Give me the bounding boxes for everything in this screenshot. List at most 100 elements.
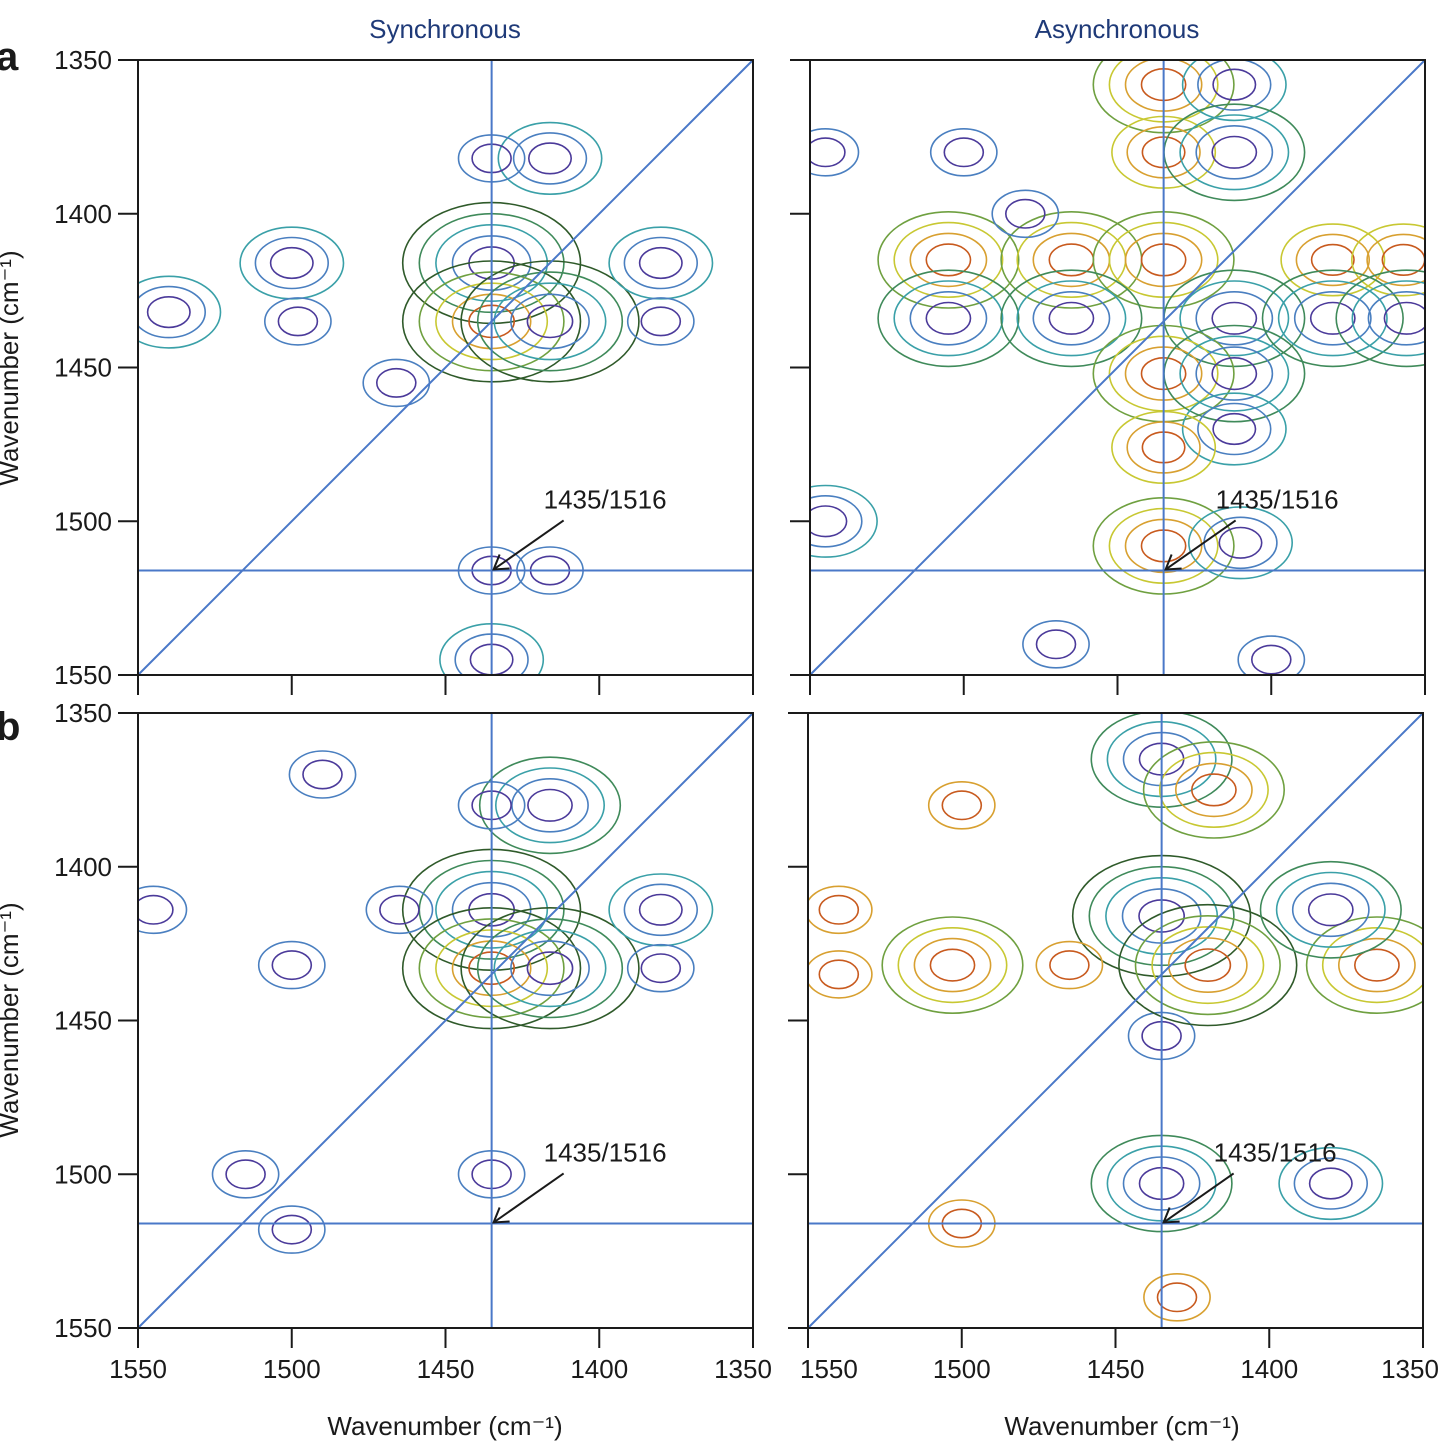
- contour-ring-negative: [1181, 392, 1287, 466]
- annotation-label: 1435/1516: [1214, 1137, 1337, 1167]
- contour-ring-negative: [1197, 402, 1272, 456]
- contour-ring-negative: [302, 759, 343, 790]
- ticks-a-async: [790, 59, 1426, 695]
- diagonal-line: [807, 712, 1424, 1329]
- x-tick-label: 1500: [933, 1354, 991, 1384]
- contour-ring-positive: [1167, 937, 1248, 994]
- contour-ring-negative: [810, 137, 846, 168]
- contour-ring-positive: [927, 780, 996, 830]
- x-tick-label: 1350: [714, 1354, 772, 1384]
- y-tick-label: 1550: [54, 1313, 112, 1343]
- contour-ring-negative: [277, 306, 319, 337]
- contour-ring-negative: [1218, 526, 1263, 559]
- contour-ring-positive: [909, 232, 988, 288]
- contour-ring-negative: [638, 246, 683, 280]
- contour-ring-negative: [1211, 301, 1258, 335]
- contour-ring-negative: [510, 293, 590, 350]
- ticks-b-sync: 1350 1400 1450 1500 1550 1550 1500 1450 1400 1350: [54, 698, 772, 1384]
- contour-ring-negative: [1261, 269, 1404, 368]
- x-tick-label: 1550: [800, 1354, 858, 1384]
- y-tick-label: 1350: [54, 698, 112, 728]
- contour-ring-negative: [1179, 114, 1290, 191]
- contour-ring-positive: [808, 950, 873, 999]
- annotation-arrow-shaft: [1163, 1172, 1235, 1224]
- contour-ring-negative: [257, 940, 326, 990]
- contour-ring-positive: [1158, 751, 1269, 829]
- contour-ring-negative: [257, 1205, 326, 1254]
- contour-ring-negative: [640, 953, 682, 984]
- contour-ring-negative: [1203, 516, 1278, 570]
- guide-lines-b-async: [807, 712, 1424, 1329]
- contour-ring-negative: [362, 358, 431, 408]
- y-tick-label: 1450: [54, 353, 112, 383]
- contour-ring-negative: [1383, 301, 1425, 335]
- contour-ring-positive: [881, 916, 1024, 1014]
- annotation-label: 1435/1516: [544, 1137, 667, 1167]
- contour-ring-positive: [808, 885, 873, 935]
- contour-ring-positive: [1118, 903, 1298, 1027]
- contour-ring-negative: [476, 271, 624, 372]
- contour-ring-negative: [493, 929, 607, 1008]
- contour-ring-positive: [1184, 948, 1232, 983]
- contour-ring-negative: [608, 873, 714, 947]
- guide-lines-a-async: [809, 59, 1426, 676]
- contour-ring-negative: [1188, 506, 1294, 580]
- contour-ring-positive: [1143, 1273, 1211, 1322]
- contour-ring-negative: [1259, 860, 1402, 959]
- contour-ring-positive: [1280, 223, 1386, 297]
- contour-ring-negative: [365, 885, 434, 935]
- contour-ring-negative: [1278, 1146, 1384, 1221]
- contour-ring-negative: [640, 306, 682, 337]
- annotation-arrow-head: [492, 1207, 510, 1224]
- contour-ring-negative: [526, 951, 574, 986]
- contour-ring-negative: [1307, 893, 1354, 927]
- contour-ring-negative: [608, 226, 714, 300]
- contour-ring-positive: [877, 210, 1020, 309]
- ticks-b-async: 1550 1500 1450 1400 1350: [788, 712, 1439, 1384]
- contour-ring-negative: [943, 137, 985, 168]
- contour-ring-negative: [1212, 68, 1257, 101]
- contour-ring-negative: [810, 484, 878, 558]
- contour-ring-negative: [271, 950, 313, 981]
- contour-ring-positive: [1000, 210, 1143, 309]
- contour-ring-negative: [1179, 335, 1290, 412]
- contour-group-b-sync: [138, 750, 714, 1254]
- contour-ring-negative: [1032, 290, 1111, 346]
- x-tick-label: 1350: [1381, 1354, 1439, 1384]
- contour-ring-negative: [929, 128, 998, 177]
- contour-ring-negative: [379, 894, 420, 925]
- contour-ring-negative: [375, 367, 417, 398]
- contour-ring-negative: [494, 767, 605, 844]
- contour-ring-negative: [497, 121, 603, 195]
- contour-ring-positive: [1305, 916, 1423, 1014]
- contour-ring-positive: [1156, 1282, 1198, 1313]
- y-axis-title-b: Wavenumber (cm⁻¹): [0, 902, 24, 1137]
- y-tick-label: 1450: [54, 1006, 112, 1036]
- contour-ring-negative: [1195, 290, 1274, 346]
- diagonal-line: [809, 59, 1426, 676]
- contour-ring-positive: [818, 959, 860, 990]
- contour-ring-negative: [460, 906, 640, 1030]
- contour-ring-negative: [1335, 269, 1425, 368]
- contour-ring-negative: [1016, 280, 1127, 357]
- contour-ring-negative: [476, 918, 624, 1019]
- guide-lines-a-sync: [137, 59, 754, 676]
- contour-ring-negative: [1035, 629, 1077, 660]
- annotation-a-async: 1435/1516: [1164, 484, 1339, 571]
- contour-ring-positive: [893, 221, 1004, 298]
- y-tick-label: 1400: [54, 199, 112, 229]
- contour-ring-negative: [510, 940, 590, 997]
- contour-ring-negative: [138, 885, 188, 935]
- panel-letter-b: b: [0, 705, 20, 749]
- contour-ring-negative: [1197, 60, 1272, 111]
- panel-a-async: Asynchronous 1435/1516: [790, 14, 1426, 695]
- contour-ring-positive: [1175, 762, 1253, 818]
- contour-ring-positive: [818, 894, 860, 925]
- contour-ring-negative: [925, 301, 972, 335]
- annotation-arrow-head: [492, 554, 510, 571]
- contour-ring-negative: [1181, 60, 1287, 122]
- annotation-arrow-head: [1164, 554, 1182, 571]
- contour-ring-negative: [138, 275, 222, 349]
- contour-ring-negative: [138, 285, 206, 339]
